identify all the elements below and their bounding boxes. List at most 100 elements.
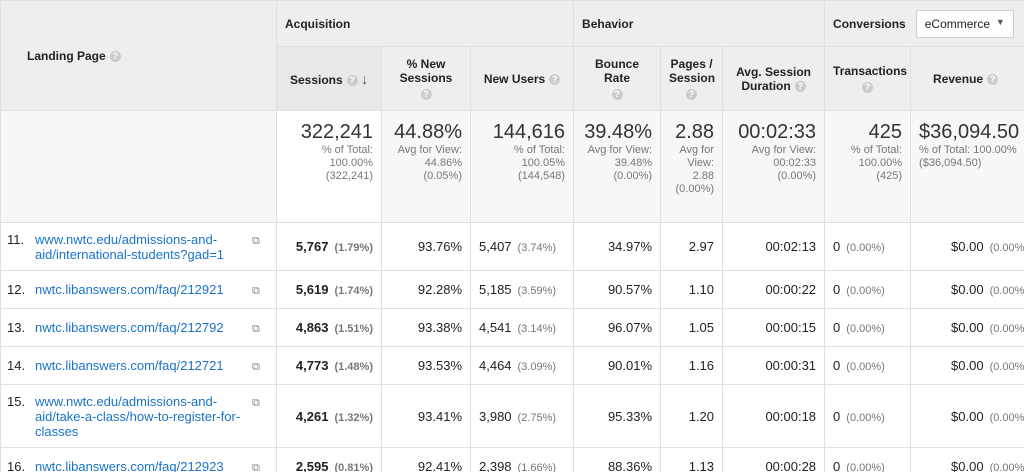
duration-cell: 00:00:18: [722, 384, 826, 448]
new-users-percent: (2.75%): [517, 411, 557, 424]
open-external-icon[interactable]: ⧉: [252, 396, 260, 409]
help-icon[interactable]: ?: [346, 74, 358, 86]
landing-page-link[interactable]: www.nwtc.edu/admissions-and-aid/internat…: [35, 231, 225, 262]
new-users-percent: (3.74%): [517, 242, 557, 254]
revenue-value: $0.00: [951, 282, 984, 297]
landing-page-link[interactable]: www.nwtc.edu/admissions-and-aid/take-a-c…: [35, 393, 241, 439]
conversions-label: Conversions: [833, 16, 906, 31]
transactions-cell: 0 (0.00%): [824, 222, 912, 271]
transactions-value: 0: [833, 239, 841, 254]
bounce-rate-cell: 95.33%: [573, 384, 662, 448]
total-caption: % of Total:: [321, 144, 373, 156]
table-row: 11. www.nwtc.edu/admissions-and-aid/inter…: [0, 222, 1024, 271]
revenue-header[interactable]: Revenue?: [910, 46, 1024, 111]
pages-session-cell: 1.16: [660, 346, 724, 385]
table-row: 13. nwtc.libanswers.com/faq/212792 ⧉ 4,863…: [0, 308, 1024, 347]
total-value: 2.88: [675, 121, 715, 143]
total-caption: % of Total:: [850, 144, 903, 156]
new-users-value: 2,398: [479, 459, 512, 472]
total-caption: (0.00%): [613, 170, 653, 182]
revenue-cell: $0.00 (0.00%): [910, 384, 1024, 448]
pages-session-cell: 1.05: [660, 308, 724, 347]
total-caption: ($36,094.50): [919, 157, 982, 169]
help-icon[interactable]: ?: [420, 89, 432, 100]
landing-page-link[interactable]: nwtc.libanswers.com/faq/212923: [35, 458, 224, 472]
duration-cell: 00:02:13: [722, 222, 826, 271]
revenue-value: $0.00: [951, 358, 984, 373]
landing-page-header[interactable]: Landing Page?: [0, 0, 277, 111]
help-icon[interactable]: ?: [794, 80, 806, 92]
transactions-value: 0: [833, 320, 841, 335]
new-users-header[interactable]: New Users?: [469, 46, 575, 111]
pages-session-header[interactable]: Pages / Session?: [660, 46, 724, 111]
transactions-cell: 0 (0.00%): [824, 447, 912, 472]
landing-page-link[interactable]: nwtc.libanswers.com/faq/212792: [35, 319, 224, 335]
header-label: Landing Page: [27, 48, 106, 63]
total-cell: 2.88 Avg for View: 2.88 (0.00%): [660, 110, 724, 223]
row-index: 14.: [7, 357, 26, 373]
help-icon[interactable]: ?: [109, 50, 121, 62]
row-index: 13.: [7, 319, 26, 335]
landing-page-cell: 14. nwtc.libanswers.com/faq/212721 ⧉: [0, 346, 277, 385]
help-icon[interactable]: ?: [686, 89, 698, 100]
new-sessions-cell: 92.41%: [381, 447, 471, 472]
pages-session-cell: 1.13: [660, 447, 724, 472]
total-caption: 44.86%: [424, 157, 462, 169]
conversions-dropdown[interactable]: eCommerce ▼: [915, 9, 1014, 38]
bounce-rate-header[interactable]: Bounce Rate?: [573, 46, 662, 111]
header-label: Bounce Rate: [595, 57, 640, 85]
new-sessions-cell: 93.38%: [381, 308, 471, 347]
avg-session-duration-header[interactable]: Avg. Session Duration?: [722, 46, 826, 111]
open-external-icon[interactable]: ⧉: [252, 322, 260, 335]
open-external-icon[interactable]: ⧉: [252, 461, 260, 472]
help-icon[interactable]: ?: [611, 89, 623, 100]
help-icon[interactable]: ?: [549, 73, 561, 85]
transactions-cell: 0 (0.00%): [824, 384, 912, 448]
table-row: 12. nwtc.libanswers.com/faq/212921 ⧉ 5,619…: [0, 270, 1024, 309]
totals-row: 322,241% of Total: 100.00% (322,241) 44.88%…: [0, 110, 1024, 223]
help-icon[interactable]: ?: [987, 73, 999, 85]
transactions-header[interactable]: Transactions?: [824, 46, 912, 111]
revenue-cell: $0.00 (0.00%): [910, 447, 1024, 472]
sessions-header[interactable]: Sessions? ↓: [276, 46, 382, 111]
bounce-rate-cell: 34.97%: [573, 222, 662, 271]
open-external-icon[interactable]: ⧉: [252, 360, 260, 373]
landing-page-link[interactable]: nwtc.libanswers.com/faq/212921: [35, 281, 224, 297]
pages-session-cell: 1.20: [660, 384, 724, 448]
new-users-cell: 4,464 (3.09%): [469, 346, 575, 385]
row-index: 11.: [7, 231, 25, 247]
revenue-value: $0.00: [951, 408, 984, 424]
header-label: Transactions: [833, 64, 908, 78]
total-cell: 322,241% of Total: 100.00% (322,241): [276, 110, 382, 223]
total-cell: 425% of Total: 100.00% (425): [824, 110, 912, 223]
new-sessions-cell: 93.76%: [381, 222, 471, 271]
open-external-icon[interactable]: ⧉: [252, 284, 260, 297]
new-users-cell: 5,185 (3.59%): [469, 270, 575, 309]
revenue-percent: (0.00%): [989, 323, 1024, 335]
new-sessions-header[interactable]: % New Sessions?: [381, 46, 471, 111]
landing-page-link[interactable]: nwtc.libanswers.com/faq/212721: [35, 357, 224, 373]
new-sessions-cell: 93.41%: [381, 384, 471, 448]
total-value: $36,094.50: [919, 121, 1020, 143]
total-caption: (0.00%): [777, 170, 817, 182]
help-icon[interactable]: ?: [862, 82, 874, 93]
new-sessions-cell: 93.53%: [381, 346, 471, 385]
sessions-percent: (1.51%): [334, 323, 373, 335]
totals-label-cell: [0, 110, 277, 223]
new-users-cell: 3,980 (2.75%): [469, 384, 575, 448]
landing-page-cell: 15. www.nwtc.edu/admissions-and-aid/take-…: [0, 384, 277, 448]
revenue-percent: (0.00%): [989, 361, 1024, 373]
bounce-rate-cell: 90.57%: [573, 270, 662, 309]
new-users-value: 5,407: [479, 239, 512, 254]
open-external-icon[interactable]: ⧉: [252, 234, 260, 247]
total-value: 144,616: [492, 121, 566, 143]
pages-session-cell: 1.10: [660, 270, 724, 309]
total-value: 39.48%: [584, 121, 653, 143]
sessions-percent: (0.81%): [334, 462, 373, 472]
sessions-cell: 5,619 (1.74%): [276, 270, 382, 309]
revenue-cell: $0.00 (0.00%): [910, 270, 1024, 309]
transactions-percent: (0.00%): [846, 323, 885, 335]
transactions-value: 0: [833, 282, 841, 297]
